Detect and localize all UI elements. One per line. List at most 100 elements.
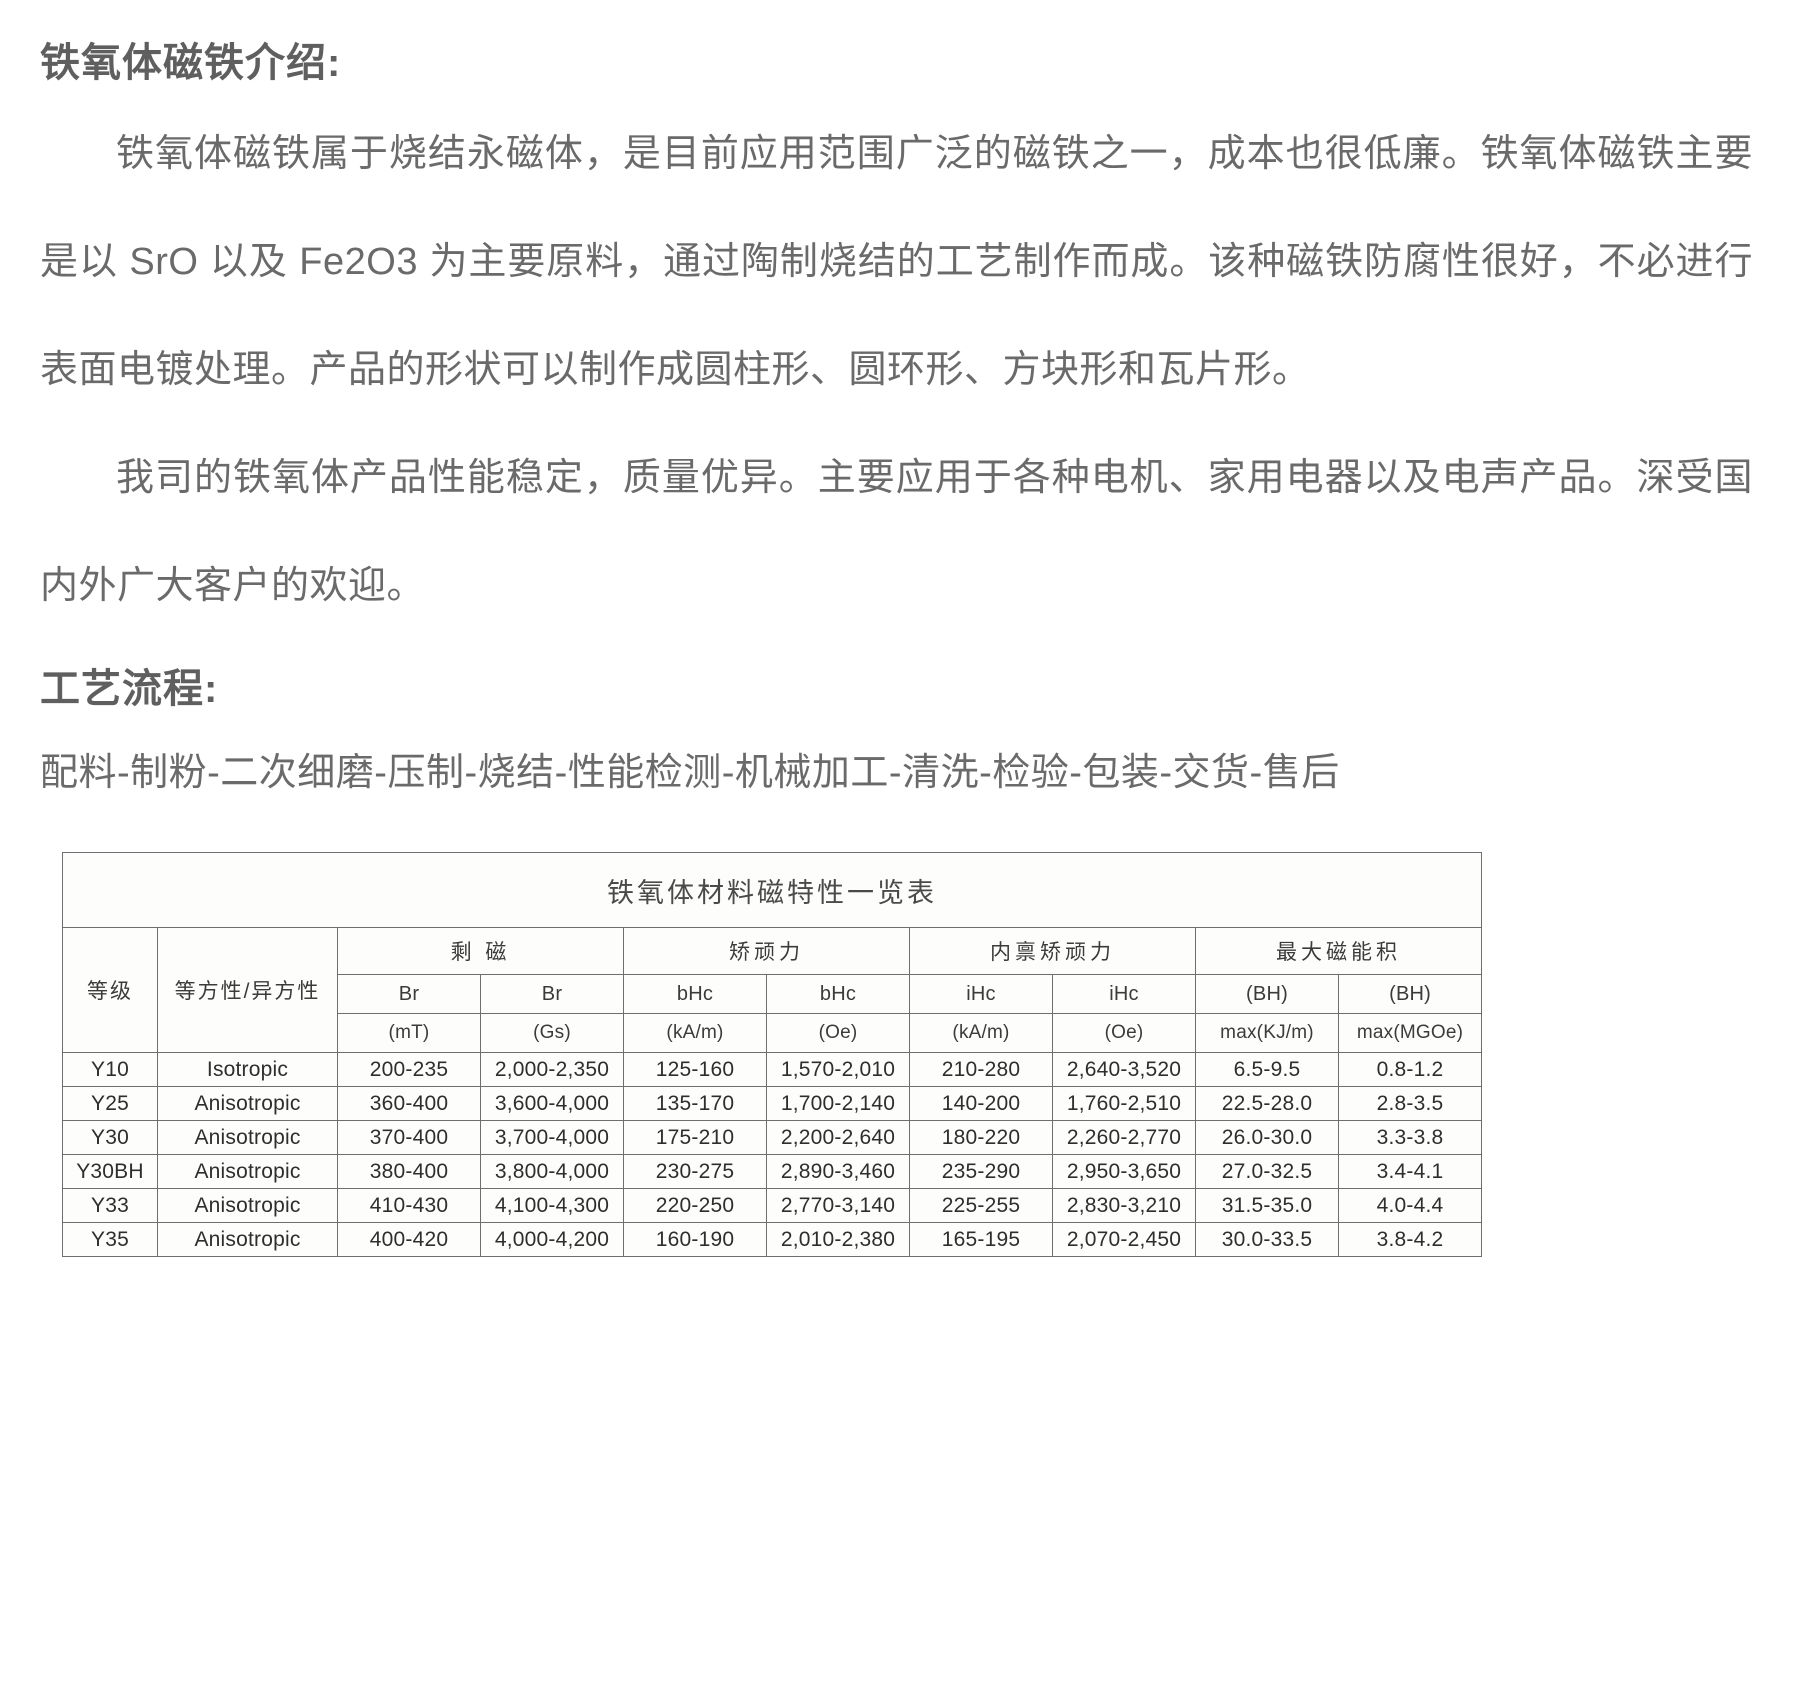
table-cell: 3,600-4,000	[480, 1086, 624, 1121]
unit-header-bhc-oe: (Oe)	[766, 1013, 910, 1053]
table-cell: 1,570-2,010	[766, 1052, 910, 1087]
table-cell: 400-420	[337, 1222, 481, 1257]
table-cell: Anisotropic	[157, 1154, 338, 1189]
table-cell: 370-400	[337, 1120, 481, 1155]
table-cell: 210-280	[909, 1052, 1053, 1087]
col-header-isotropy: 等方性/异方性	[157, 927, 338, 1053]
table-cell: Anisotropic	[157, 1120, 338, 1155]
table-cell: 2.8-3.5	[1337, 1086, 1483, 1121]
table-cell: 160-190	[623, 1222, 767, 1257]
sub-header-bh-kjm: (BH)	[1195, 974, 1339, 1014]
table-sub-header-row: Br Br bHc bHc iHc iHc (BH) (BH)	[63, 974, 1483, 1014]
table-cell: 225-255	[909, 1188, 1053, 1223]
table-cell: Anisotropic	[157, 1086, 338, 1121]
table-cell: 30.0-33.5	[1195, 1222, 1339, 1257]
process-heading: 工艺流程:	[40, 667, 219, 711]
table-cell: 2,200-2,640	[766, 1120, 910, 1155]
table-cell: 140-200	[909, 1086, 1053, 1121]
table-cell: 230-275	[623, 1154, 767, 1189]
cell-grade: Y30BH	[62, 1154, 158, 1189]
table-title: 铁氧体材料磁特性一览表	[61, 852, 1483, 928]
document-page: 铁氧体磁铁介绍: 铁氧体磁铁属于烧结永磁体，是目前应用范围广泛的磁铁之一，成本也…	[40, 41, 1753, 1257]
table-cell: 235-290	[909, 1154, 1053, 1189]
table-cell: 2,640-3,520	[1052, 1052, 1196, 1087]
table-cell: 22.5-28.0	[1195, 1086, 1339, 1121]
table-cell: 380-400	[337, 1154, 481, 1189]
intro-heading: 铁氧体磁铁介绍:	[40, 41, 342, 85]
table-row: Y33 Anisotropic 410-430 4,100-4,300 220-250 2…	[62, 1188, 1483, 1223]
table-cell: 26.0-30.0	[1195, 1120, 1339, 1155]
table-cell: 360-400	[337, 1086, 481, 1121]
table-cell: 27.0-32.5	[1195, 1154, 1339, 1189]
cell-grade: Y30	[62, 1120, 158, 1155]
sub-header-bhc-oe: bHc	[766, 974, 910, 1014]
ferrite-spec-table: 铁氧体材料磁特性一览表 等级 等方性/异方性 剩 磁 矫顽力 内禀矫顽力 最大磁…	[61, 852, 1483, 1257]
col-header-grade: 等级	[62, 927, 158, 1053]
table-unit-header-row: (mT) (Gs) (kA/m) (Oe) (kA/m) (Oe) max(KJ…	[63, 1013, 1483, 1053]
unit-header-br-mt: (mT)	[337, 1013, 481, 1053]
intro-paragraphs: 铁氧体磁铁属于烧结永磁体，是目前应用范围广泛的磁铁之一，成本也很低廉。铁氧体磁铁…	[40, 100, 1753, 640]
table-cell: 4,100-4,300	[480, 1188, 624, 1223]
table-cell: 31.5-35.0	[1195, 1188, 1339, 1223]
table-group-header-row: 等级 等方性/异方性 剩 磁 矫顽力 内禀矫顽力 最大磁能积	[62, 927, 1483, 1053]
table-cell: 180-220	[909, 1120, 1053, 1155]
cell-grade: Y35	[62, 1222, 158, 1257]
table-cell: Anisotropic	[157, 1222, 338, 1257]
table-cell: 6.5-9.5	[1195, 1052, 1339, 1087]
table-cell: 2,950-3,650	[1052, 1154, 1196, 1189]
sub-header-br-mt: Br	[337, 974, 481, 1014]
table-cell: 200-235	[337, 1052, 481, 1087]
process-flow-text: 配料-制粉-二次细磨-压制-烧结-性能检测-机械加工-清洗-检验-包装-交货-售…	[40, 752, 1340, 794]
col-group-max-energy-product: 最大磁能积	[1194, 927, 1483, 975]
table-cell: 2,070-2,450	[1052, 1222, 1196, 1257]
intro-paragraph-1: 铁氧体磁铁属于烧结永磁体，是目前应用范围广泛的磁铁之一，成本也很低廉。铁氧体磁铁…	[40, 133, 1753, 391]
table-cell: 2,000-2,350	[480, 1052, 624, 1087]
cell-grade: Y33	[62, 1188, 158, 1223]
table-row: Y35 Anisotropic 400-420 4,000-4,200 160-190 2…	[62, 1222, 1483, 1257]
table-cell: 135-170	[623, 1086, 767, 1121]
col-group-coercivity: 矫顽力	[623, 927, 910, 975]
sub-header-bhc-kam: bHc	[623, 974, 767, 1014]
table-cell: 410-430	[337, 1188, 481, 1223]
col-group-remanence: 剩 磁	[337, 927, 624, 975]
table-cell: 220-250	[623, 1188, 767, 1223]
table-cell: 3.8-4.2	[1337, 1222, 1483, 1257]
table-cell: 2,890-3,460	[766, 1154, 910, 1189]
table-cell: Isotropic	[157, 1052, 338, 1087]
unit-header-bhc-kam: (kA/m)	[623, 1013, 767, 1053]
unit-header-ihc-oe: (Oe)	[1052, 1013, 1196, 1053]
table-cell: 1,700-2,140	[766, 1086, 910, 1121]
table-row: Y30 Anisotropic 370-400 3,700-4,000 175-210 2…	[62, 1120, 1483, 1155]
table-cell: 2,830-3,210	[1052, 1188, 1196, 1223]
table-cell: 1,760-2,510	[1052, 1086, 1196, 1121]
sub-header-bh-mgoe: (BH)	[1337, 974, 1483, 1014]
table-body: Y10 Isotropic 200-235 2,000-2,350 125-160 1,5…	[62, 1052, 1483, 1257]
sub-header-ihc-kam: iHc	[909, 974, 1053, 1014]
table-cell: 0.8-1.2	[1337, 1052, 1483, 1087]
spec-table-wrapper: 铁氧体材料磁特性一览表 等级 等方性/异方性 剩 磁 矫顽力 内禀矫顽力 最大磁…	[61, 852, 1483, 1257]
intro-paragraph-2: 我司的铁氧体产品性能稳定，质量优异。主要应用于各种电机、家用电器以及电声产品。深…	[40, 457, 1753, 607]
table-cell: 3,700-4,000	[480, 1120, 624, 1155]
table-cell: 3.4-4.1	[1337, 1154, 1483, 1189]
table-row: Y30BH Anisotropic 380-400 3,800-4,000 230-27…	[62, 1154, 1483, 1189]
sub-header-br-gs: Br	[480, 974, 624, 1014]
table-row: Y10 Isotropic 200-235 2,000-2,350 125-160 1,5…	[62, 1052, 1483, 1087]
table-cell: 3.3-3.8	[1337, 1120, 1483, 1155]
table-cell: 125-160	[623, 1052, 767, 1087]
table-head: 铁氧体材料磁特性一览表 等级 等方性/异方性 剩 磁 矫顽力 内禀矫顽力 最大磁…	[61, 852, 1483, 1053]
unit-header-ihc-kam: (kA/m)	[909, 1013, 1053, 1053]
col-group-intrinsic-coercivity: 内禀矫顽力	[909, 927, 1196, 975]
unit-header-bh-kjm: max(KJ/m)	[1195, 1013, 1339, 1053]
table-cell: 4.0-4.4	[1337, 1188, 1483, 1223]
table-cell: 2,770-3,140	[766, 1188, 910, 1223]
table-cell: 2,260-2,770	[1052, 1120, 1196, 1155]
table-cell: 4,000-4,200	[480, 1222, 624, 1257]
table-cell: Anisotropic	[157, 1188, 338, 1223]
cell-grade: Y10	[62, 1052, 158, 1087]
table-row: Y25 Anisotropic 360-400 3,600-4,000 135-170 1…	[62, 1086, 1483, 1121]
cell-grade: Y25	[62, 1086, 158, 1121]
table-cell: 3,800-4,000	[480, 1154, 624, 1189]
unit-header-bh-mgoe: max(MGOe)	[1337, 1013, 1483, 1053]
table-cell: 165-195	[909, 1222, 1053, 1257]
unit-header-br-gs: (Gs)	[480, 1013, 624, 1053]
